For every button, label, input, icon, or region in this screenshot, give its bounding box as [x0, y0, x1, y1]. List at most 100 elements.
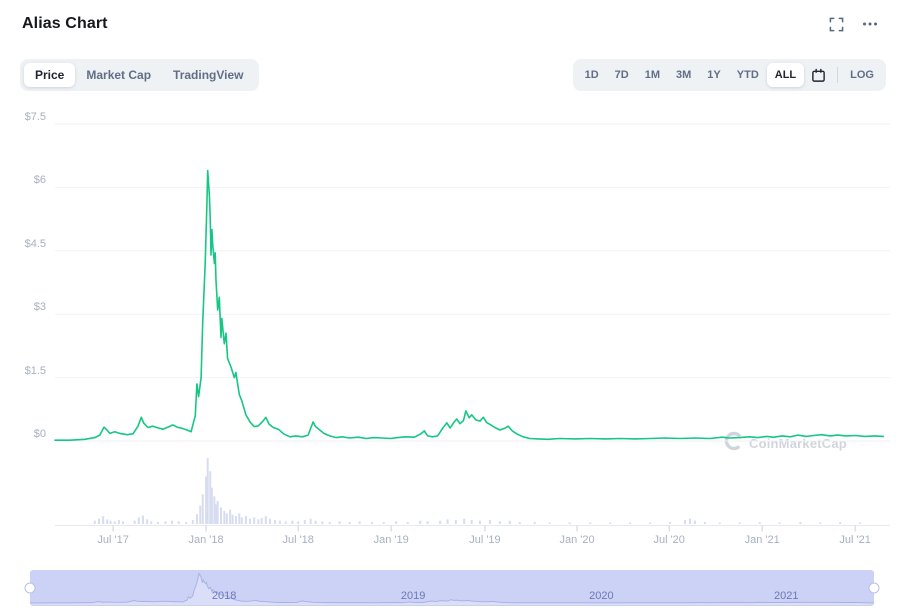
volume-bar — [117, 520, 120, 524]
volume-bar — [548, 522, 551, 524]
log-scale-toggle[interactable]: LOG — [842, 63, 882, 87]
volume-bar — [177, 521, 180, 524]
volume-bar — [225, 513, 228, 524]
volume-bar — [693, 520, 696, 524]
volume-bar — [234, 516, 237, 524]
ellipsis-icon — [862, 15, 878, 30]
volume-bar — [498, 521, 501, 524]
volume-bar — [454, 520, 457, 524]
volume-bar — [839, 522, 842, 524]
range-1m[interactable]: 1M — [637, 63, 668, 87]
volume-bar — [122, 521, 125, 524]
volume-bar — [141, 515, 144, 524]
volume-bar — [93, 520, 96, 524]
page-title: Alias Chart — [22, 15, 108, 32]
tab-price[interactable]: Price — [24, 63, 76, 87]
navigator-area — [30, 573, 874, 606]
volume-bar — [314, 520, 317, 524]
range-3m[interactable]: 3M — [668, 63, 699, 87]
tab-market-cap[interactable]: Market Cap — [75, 63, 162, 87]
y-axis-label: $4.5 — [24, 237, 46, 250]
volume-bar — [395, 521, 398, 524]
watermark: CoinMarketCap — [724, 431, 847, 456]
volume-bar — [209, 471, 212, 524]
x-axis-label: Jan '18 — [188, 534, 224, 546]
volume-bar — [220, 507, 222, 524]
x-axis-label: Jul '20 — [653, 534, 685, 546]
volume-bar — [102, 516, 105, 524]
volume-bar — [171, 520, 174, 524]
range-ytd[interactable]: YTD — [729, 63, 767, 87]
volume-bar — [518, 522, 521, 524]
x-axis-label: Jan '21 — [744, 534, 780, 546]
volume-bar — [533, 522, 536, 524]
y-axis-label: $1.5 — [24, 364, 46, 377]
volume-bar — [109, 520, 112, 524]
volume-bar — [164, 521, 167, 524]
navigator-line — [30, 572, 874, 604]
tab-tradingview[interactable]: TradingView — [162, 63, 254, 87]
price-chart-canvas[interactable] — [0, 100, 900, 560]
volume-bar — [371, 522, 374, 524]
calendar-button[interactable] — [804, 64, 833, 87]
more-options-button[interactable] — [860, 19, 880, 29]
y-axis-label: $6 — [33, 174, 46, 187]
range-1y[interactable]: 1Y — [699, 63, 728, 87]
navigator-year-label: 2019 — [400, 590, 426, 602]
volume-bar — [273, 520, 276, 524]
volume-bar — [463, 518, 466, 524]
volume-bar — [156, 522, 159, 524]
volume-bar — [106, 519, 109, 524]
volume-bar — [406, 522, 409, 524]
volume-bar — [799, 522, 802, 524]
volume-bar — [309, 518, 312, 524]
volume-bar — [229, 509, 232, 524]
volume-bar — [268, 518, 271, 524]
volume-bar — [297, 521, 300, 524]
volume-bar — [257, 519, 260, 524]
chart-header: Alias Chart — [22, 13, 880, 35]
chart-toolbar: Price Market Cap TradingView 1D 7D 1M 3M… — [20, 59, 886, 91]
fullscreen-icon — [829, 17, 844, 35]
volume-bar — [253, 517, 256, 524]
volume-bar — [649, 522, 652, 524]
header-icons — [827, 15, 880, 34]
volume-bar — [195, 514, 198, 524]
volume-bar — [439, 520, 442, 524]
volume-bar — [303, 520, 306, 524]
volume-bar — [478, 520, 481, 524]
navigator-left-handle[interactable] — [24, 582, 36, 593]
volume-bar — [240, 517, 243, 524]
range-1d[interactable]: 1D — [577, 63, 607, 87]
volume-bar — [205, 476, 208, 524]
x-axis-label: Jul '18 — [282, 534, 314, 546]
volume-bar — [199, 505, 202, 524]
fullscreen-button[interactable] — [827, 15, 846, 34]
price-chart-area: CoinMarketCap $7.5 $6 $4.5 $3 $1.5 $0 Ju… — [0, 100, 900, 560]
volume-bar — [338, 521, 341, 524]
volume-bar — [284, 521, 287, 524]
volume-bar — [231, 514, 234, 524]
volume-bar — [778, 522, 781, 524]
volume-bar — [629, 522, 632, 524]
volume-bar — [97, 518, 100, 524]
volume-bar — [703, 522, 706, 524]
range-all[interactable]: ALL — [766, 63, 805, 87]
volume-bar — [215, 504, 218, 524]
volume-bar — [688, 518, 691, 524]
volume-bar — [201, 494, 204, 524]
y-axis-label: $0 — [33, 428, 46, 440]
volume-bar — [348, 522, 351, 524]
volume-bar — [321, 521, 324, 524]
navigator-right-handle[interactable] — [868, 582, 880, 593]
navigator-sparkline — [30, 572, 874, 606]
volume-bar — [488, 520, 491, 524]
volume-bar — [738, 522, 741, 524]
timeline-navigator[interactable]: 2018 2019 2020 2021 — [24, 570, 880, 606]
volume-bar — [819, 522, 822, 524]
x-axis-label: Jul '21 — [839, 534, 871, 546]
volume-bar — [859, 522, 862, 524]
range-7d[interactable]: 7D — [607, 63, 637, 87]
volume-bar — [758, 522, 761, 524]
volume-bar — [508, 520, 511, 524]
